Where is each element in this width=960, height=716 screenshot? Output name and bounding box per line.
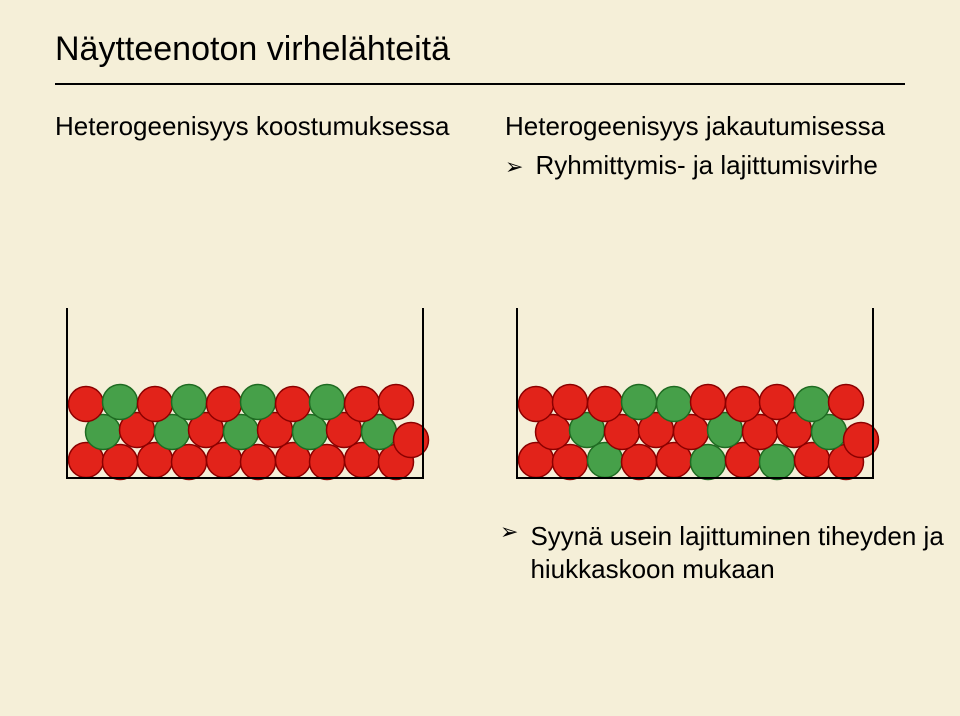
page-title: Näytteenoton virhelähteitä xyxy=(55,30,905,69)
red-particle xyxy=(103,445,138,480)
left-label: Heterogeenisyys koostumuksessa xyxy=(55,111,455,142)
bottom-note-l1: Syynä usein lajittuminen tiheyden ja xyxy=(530,521,943,551)
left-container xyxy=(55,300,435,482)
bottom-note-l2: hiukkaskoon mukaan xyxy=(530,554,774,584)
red-particle xyxy=(138,387,173,422)
red-particle xyxy=(310,445,345,480)
red-particle xyxy=(276,387,311,422)
red-particle xyxy=(760,385,795,420)
green-particle xyxy=(691,445,726,480)
red-particle xyxy=(519,387,554,422)
col-right: Heterogeenisyys jakautumisessa ➢ Ryhmitt… xyxy=(505,111,905,181)
red-particle xyxy=(379,385,414,420)
red-particle xyxy=(588,387,623,422)
right-container xyxy=(505,300,885,482)
title-rule xyxy=(55,83,905,85)
red-particle xyxy=(691,385,726,420)
green-particle xyxy=(657,387,692,422)
green-particle xyxy=(172,385,207,420)
arrow-icon: ➢ xyxy=(500,521,518,543)
right-container-svg xyxy=(505,300,885,482)
columns: Heterogeenisyys koostumuksessa Heterogee… xyxy=(55,111,905,181)
slide: Näytteenoton virhelähteitä Heterogeenisy… xyxy=(0,0,960,716)
green-particle xyxy=(103,385,138,420)
right-bullet-text: Ryhmittymis- ja lajittumisvirhe xyxy=(535,150,877,181)
red-particle xyxy=(172,445,207,480)
red-particle xyxy=(622,445,657,480)
red-particle xyxy=(345,387,380,422)
red-particle xyxy=(726,387,761,422)
red-particle xyxy=(207,387,242,422)
green-particle xyxy=(760,445,795,480)
green-particle xyxy=(241,385,276,420)
green-particle xyxy=(310,385,345,420)
bottom-note: ➢ Syynä usein lajittuminen tiheyden ja h… xyxy=(500,520,944,585)
bottom-note-text: Syynä usein lajittuminen tiheyden ja hiu… xyxy=(530,520,943,585)
right-label: Heterogeenisyys jakautumisessa xyxy=(505,111,905,142)
green-particle xyxy=(622,385,657,420)
right-bullet: ➢ Ryhmittymis- ja lajittumisvirhe xyxy=(505,150,905,181)
green-particle xyxy=(795,387,830,422)
arrow-icon: ➢ xyxy=(505,156,523,178)
red-particle xyxy=(553,385,588,420)
red-particle xyxy=(69,387,104,422)
red-particle xyxy=(553,445,588,480)
red-particle xyxy=(241,445,276,480)
left-container-svg xyxy=(55,300,435,482)
diagram-row xyxy=(55,300,905,482)
red-particle xyxy=(829,385,864,420)
col-left: Heterogeenisyys koostumuksessa xyxy=(55,111,455,181)
